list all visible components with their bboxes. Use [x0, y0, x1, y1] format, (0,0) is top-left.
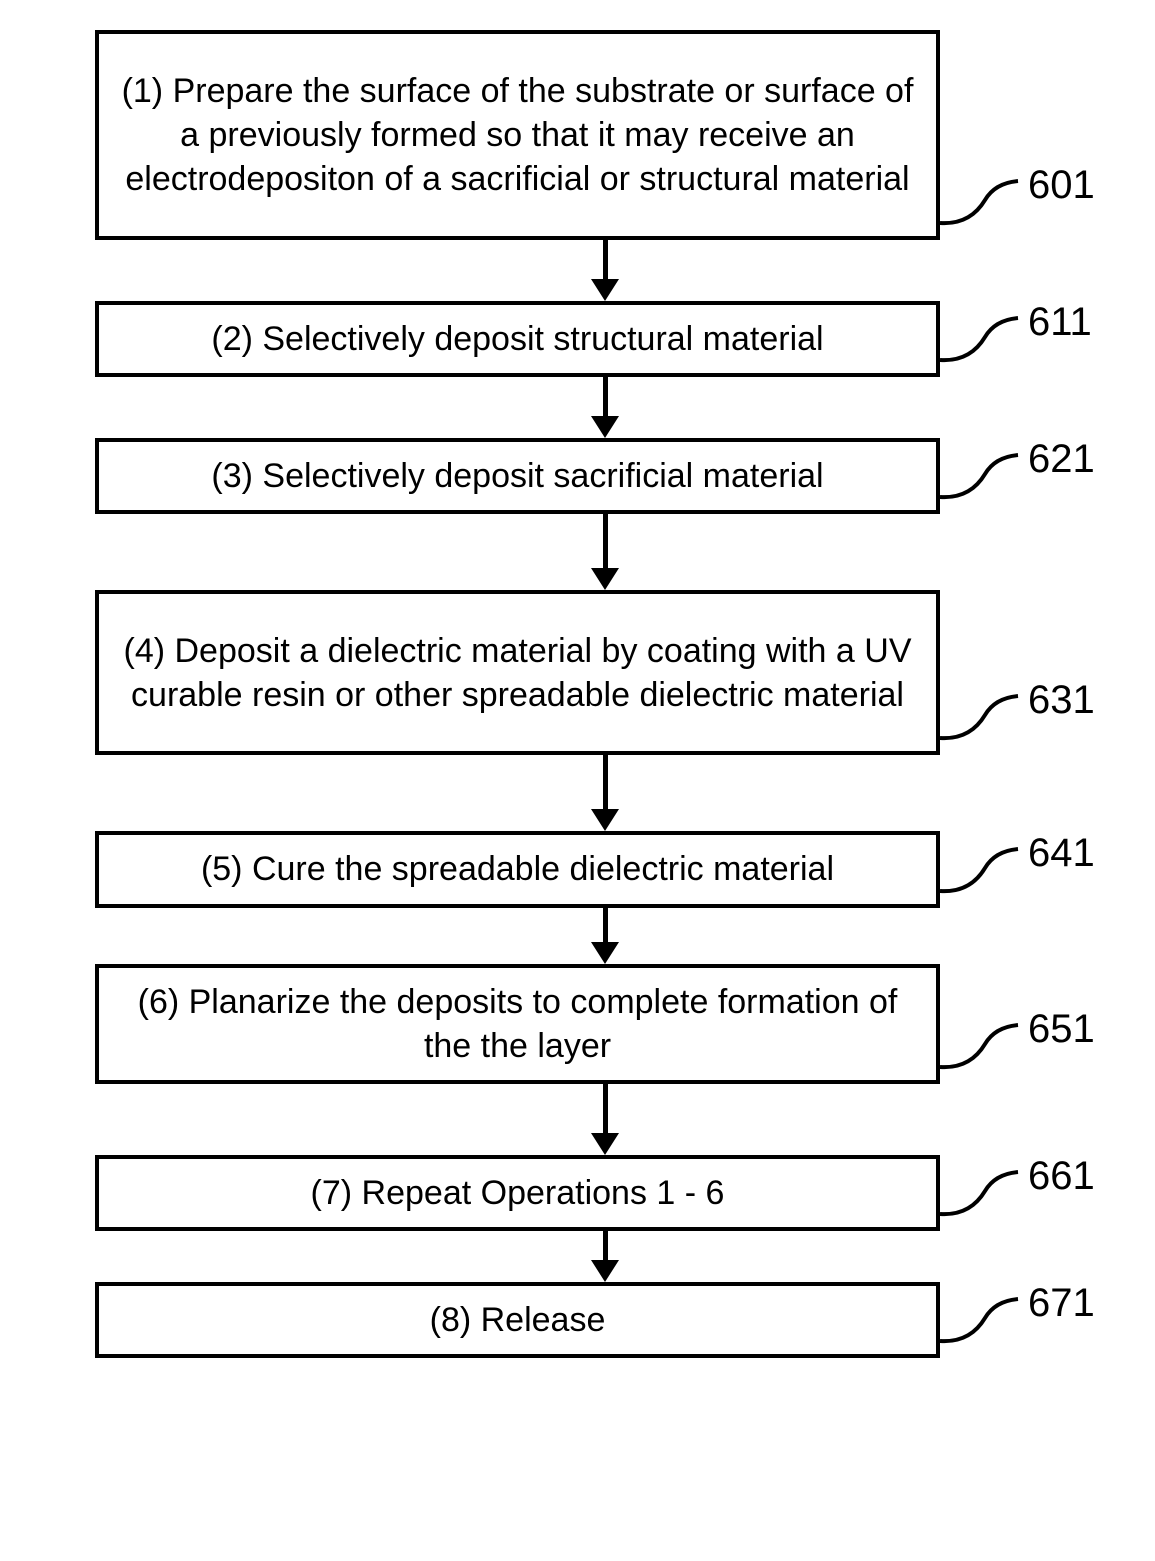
- arrow-line: [603, 240, 608, 280]
- arrow-head-icon: [591, 568, 619, 590]
- flow-row-0: (1) Prepare the surface of the substrate…: [40, 30, 1115, 240]
- connector-3: 631: [940, 690, 1095, 750]
- step-box-7: (8) Release: [95, 1282, 940, 1358]
- step-box-4: (5) Cure the spreadable dielectric mater…: [95, 831, 940, 907]
- flow-row-6: (7) Repeat Operations 1 - 6661: [40, 1155, 1115, 1231]
- step-box-1: (2) Selectively deposit structural mater…: [95, 301, 940, 377]
- arrow-4: [183, 908, 1028, 964]
- box-wrapper-1: (2) Selectively deposit structural mater…: [95, 301, 940, 377]
- arrow-head-icon: [591, 279, 619, 301]
- step-label-0: 601: [1028, 163, 1095, 208]
- step-box-0: (1) Prepare the surface of the substrate…: [95, 30, 940, 240]
- step-box-6: (7) Repeat Operations 1 - 6: [95, 1155, 940, 1231]
- flow-row-5: (6) Planarize the deposits to complete f…: [40, 964, 1115, 1084]
- arrow-head-icon: [591, 942, 619, 964]
- arrow-head-icon: [591, 809, 619, 831]
- curve-icon: [940, 175, 1020, 235]
- curve-icon: [940, 449, 1020, 509]
- step-label-3: 631: [1028, 678, 1095, 723]
- box-wrapper-6: (7) Repeat Operations 1 - 6: [95, 1155, 940, 1231]
- step-label-6: 661: [1028, 1154, 1095, 1199]
- arrow-line: [603, 377, 608, 417]
- box-wrapper-2: (3) Selectively deposit sacrificial mate…: [95, 438, 940, 514]
- connector-0: 601: [940, 175, 1095, 235]
- flow-row-4: (5) Cure the spreadable dielectric mater…: [40, 831, 1115, 907]
- connector-7: 671: [940, 1293, 1095, 1353]
- step-label-7: 671: [1028, 1281, 1095, 1326]
- curve-icon: [940, 312, 1020, 372]
- flowchart-container: (1) Prepare the surface of the substrate…: [40, 30, 1115, 1358]
- arrow-line: [603, 1084, 608, 1134]
- curve-icon: [940, 1293, 1020, 1353]
- box-wrapper-3: (4) Deposit a dielectric material by coa…: [95, 590, 940, 755]
- arrow-line: [603, 908, 608, 943]
- arrow-line: [603, 1231, 608, 1261]
- curve-icon: [940, 1166, 1020, 1226]
- arrow-head-icon: [591, 416, 619, 438]
- arrow-5: [183, 1084, 1028, 1155]
- arrow-1: [183, 377, 1028, 438]
- step-label-2: 621: [1028, 437, 1095, 482]
- connector-5: 651: [940, 1019, 1095, 1079]
- arrow-head-icon: [591, 1133, 619, 1155]
- arrow-3: [183, 755, 1028, 831]
- arrow-head-icon: [591, 1260, 619, 1282]
- connector-6: 661: [940, 1166, 1095, 1226]
- flow-row-3: (4) Deposit a dielectric material by coa…: [40, 590, 1115, 755]
- flow-row-2: (3) Selectively deposit sacrificial mate…: [40, 438, 1115, 514]
- step-box-3: (4) Deposit a dielectric material by coa…: [95, 590, 940, 755]
- curve-icon: [940, 690, 1020, 750]
- curve-icon: [940, 843, 1020, 903]
- flow-row-7: (8) Release671: [40, 1282, 1115, 1358]
- box-wrapper-7: (8) Release: [95, 1282, 940, 1358]
- connector-1: 611: [940, 312, 1092, 372]
- connector-2: 621: [940, 449, 1095, 509]
- curve-icon: [940, 1019, 1020, 1079]
- step-label-4: 641: [1028, 831, 1095, 876]
- step-box-5: (6) Planarize the deposits to complete f…: [95, 964, 940, 1084]
- arrow-line: [603, 755, 608, 810]
- arrow-0: [183, 240, 1028, 301]
- step-label-5: 651: [1028, 1007, 1095, 1052]
- arrow-2: [183, 514, 1028, 590]
- step-label-1: 611: [1028, 300, 1092, 345]
- connector-4: 641: [940, 843, 1095, 903]
- box-wrapper-0: (1) Prepare the surface of the substrate…: [95, 30, 940, 240]
- step-box-2: (3) Selectively deposit sacrificial mate…: [95, 438, 940, 514]
- box-wrapper-5: (6) Planarize the deposits to complete f…: [95, 964, 940, 1084]
- arrow-6: [183, 1231, 1028, 1282]
- arrow-line: [603, 514, 608, 569]
- flow-row-1: (2) Selectively deposit structural mater…: [40, 301, 1115, 377]
- box-wrapper-4: (5) Cure the spreadable dielectric mater…: [95, 831, 940, 907]
